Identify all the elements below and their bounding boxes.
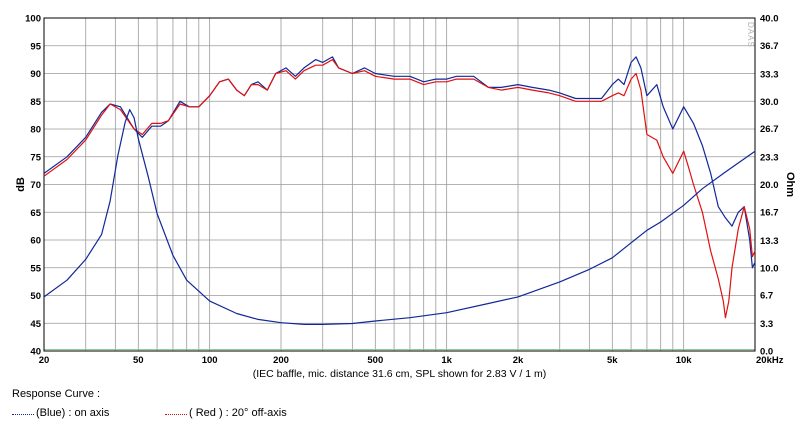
- x-axis-label: (IEC baffle, mic. distance 31.6 cm, SPL …: [253, 368, 547, 380]
- x-tick-label: 10k: [676, 355, 693, 366]
- y-left-axis-label: dB: [15, 177, 27, 192]
- legend-item-blue: (Blue) : on axis: [12, 407, 109, 419]
- legend-swatch-blue: [12, 413, 34, 415]
- x-tick-label: 20kHz: [756, 355, 784, 366]
- y-left-tick-label: 50: [30, 291, 41, 302]
- y-right-axis-label: Ohm: [784, 172, 796, 197]
- y-right-tick-label: 20.0: [760, 180, 779, 191]
- y-left-tick-label: 65: [30, 208, 41, 219]
- y-right-tick-label: 16.7: [760, 207, 779, 218]
- y-right-tick-label: 13.3: [760, 236, 779, 247]
- y-right-tick-label: 30.0: [760, 97, 779, 108]
- x-tick-label: 50: [133, 355, 144, 366]
- legend-label-red: ( Red ) : 20° off-axis: [189, 407, 287, 419]
- plot-frame: [43, 17, 756, 352]
- y-right-tick-label: 3.3: [760, 319, 773, 330]
- y-left-tick-label: 60: [30, 236, 41, 247]
- x-tick-label: 100: [202, 355, 218, 366]
- x-tick-label: 20: [39, 355, 50, 366]
- off-axis-curve: [43, 59, 756, 319]
- y-right-tick-label: 33.3: [760, 69, 779, 80]
- on-axis-curve: [43, 56, 756, 269]
- y-left-tick-label: 75: [30, 152, 41, 163]
- y-left-tick-label: 100: [25, 14, 41, 25]
- y-left-tick-label: 70: [30, 180, 41, 191]
- legend-title: Response Curve :: [12, 388, 101, 400]
- watermark-logo: DAAS: [746, 22, 755, 48]
- y-right-tick-label: 6.7: [760, 291, 773, 302]
- y-left-tick-label: 90: [30, 69, 41, 80]
- y-left-tick-label: 95: [30, 41, 41, 52]
- x-tick-label: 500: [367, 355, 383, 366]
- x-tick-label: 1k: [441, 355, 452, 366]
- y-right-tick-label: 10.0: [760, 263, 779, 274]
- legend-item-red: ( Red ) : 20° off-axis: [165, 407, 287, 419]
- axis-labels: 40 45 50 55 60 65 70 75 80 85 90 95 100 0.0 3.3 6.7 10.0…: [15, 14, 796, 381]
- y-left-tick-label: 80: [30, 125, 41, 136]
- impedance-curve: [43, 109, 756, 325]
- x-tick-label: 2k: [513, 355, 524, 366]
- y-right-tick-label: 26.7: [760, 124, 779, 135]
- y-right-tick-label: 0.0: [760, 347, 773, 358]
- frequency-response-chart: 40 45 50 55 60 65 70 75 80 85 90 95 100 0.0 3.3 6.7 10.0…: [15, 14, 796, 381]
- y-left-tick-label: 40: [30, 347, 41, 358]
- y-right-tick-label: 23.3: [760, 153, 779, 164]
- legend-swatch-red: [165, 413, 187, 415]
- y-right-tick-label: 36.7: [760, 41, 779, 52]
- x-tick-label: 5k: [607, 355, 618, 366]
- x-tick-label: 200: [273, 355, 289, 366]
- y-right-tick-label: 40.0: [760, 14, 779, 25]
- series-layer: [43, 56, 756, 325]
- y-left-tick-label: 85: [30, 97, 41, 108]
- y-left-tick-label: 55: [30, 263, 41, 274]
- y-left-tick-label: 45: [30, 319, 41, 330]
- legend-label-blue: (Blue) : on axis: [36, 407, 110, 419]
